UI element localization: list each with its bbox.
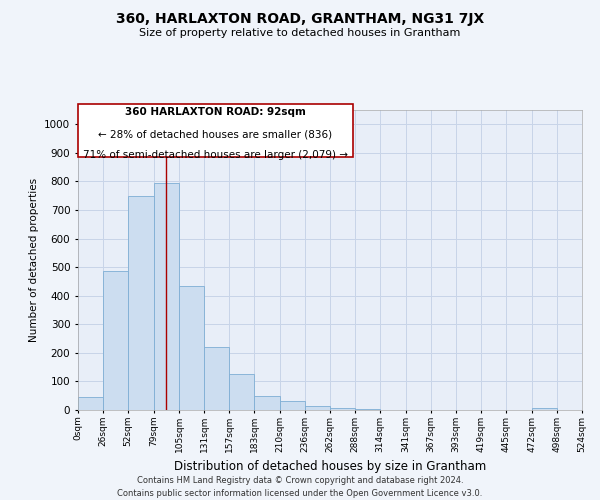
- Text: Size of property relative to detached houses in Grantham: Size of property relative to detached ho…: [139, 28, 461, 38]
- Bar: [204, 347, 229, 410]
- FancyBboxPatch shape: [78, 104, 353, 156]
- Y-axis label: Number of detached properties: Number of detached properties: [29, 178, 38, 342]
- Bar: [229, 374, 254, 410]
- Bar: [330, 408, 355, 410]
- Text: 360 HARLAXTON ROAD: 92sqm: 360 HARLAXTON ROAD: 92sqm: [125, 107, 306, 117]
- Text: ← 28% of detached houses are smaller (836): ← 28% of detached houses are smaller (83…: [98, 130, 332, 140]
- Bar: [305, 406, 330, 410]
- Text: 71% of semi-detached houses are larger (2,079) →: 71% of semi-detached houses are larger (…: [83, 150, 348, 160]
- Bar: [154, 183, 179, 410]
- Bar: [78, 398, 103, 410]
- Bar: [128, 196, 154, 410]
- Text: 360, HARLAXTON ROAD, GRANTHAM, NG31 7JX: 360, HARLAXTON ROAD, GRANTHAM, NG31 7JX: [116, 12, 484, 26]
- Bar: [532, 408, 557, 410]
- Bar: [254, 396, 280, 410]
- Bar: [280, 402, 305, 410]
- Text: Contains HM Land Registry data © Crown copyright and database right 2024.
Contai: Contains HM Land Registry data © Crown c…: [118, 476, 482, 498]
- X-axis label: Distribution of detached houses by size in Grantham: Distribution of detached houses by size …: [174, 460, 486, 473]
- Bar: [179, 286, 204, 410]
- Bar: [103, 272, 128, 410]
